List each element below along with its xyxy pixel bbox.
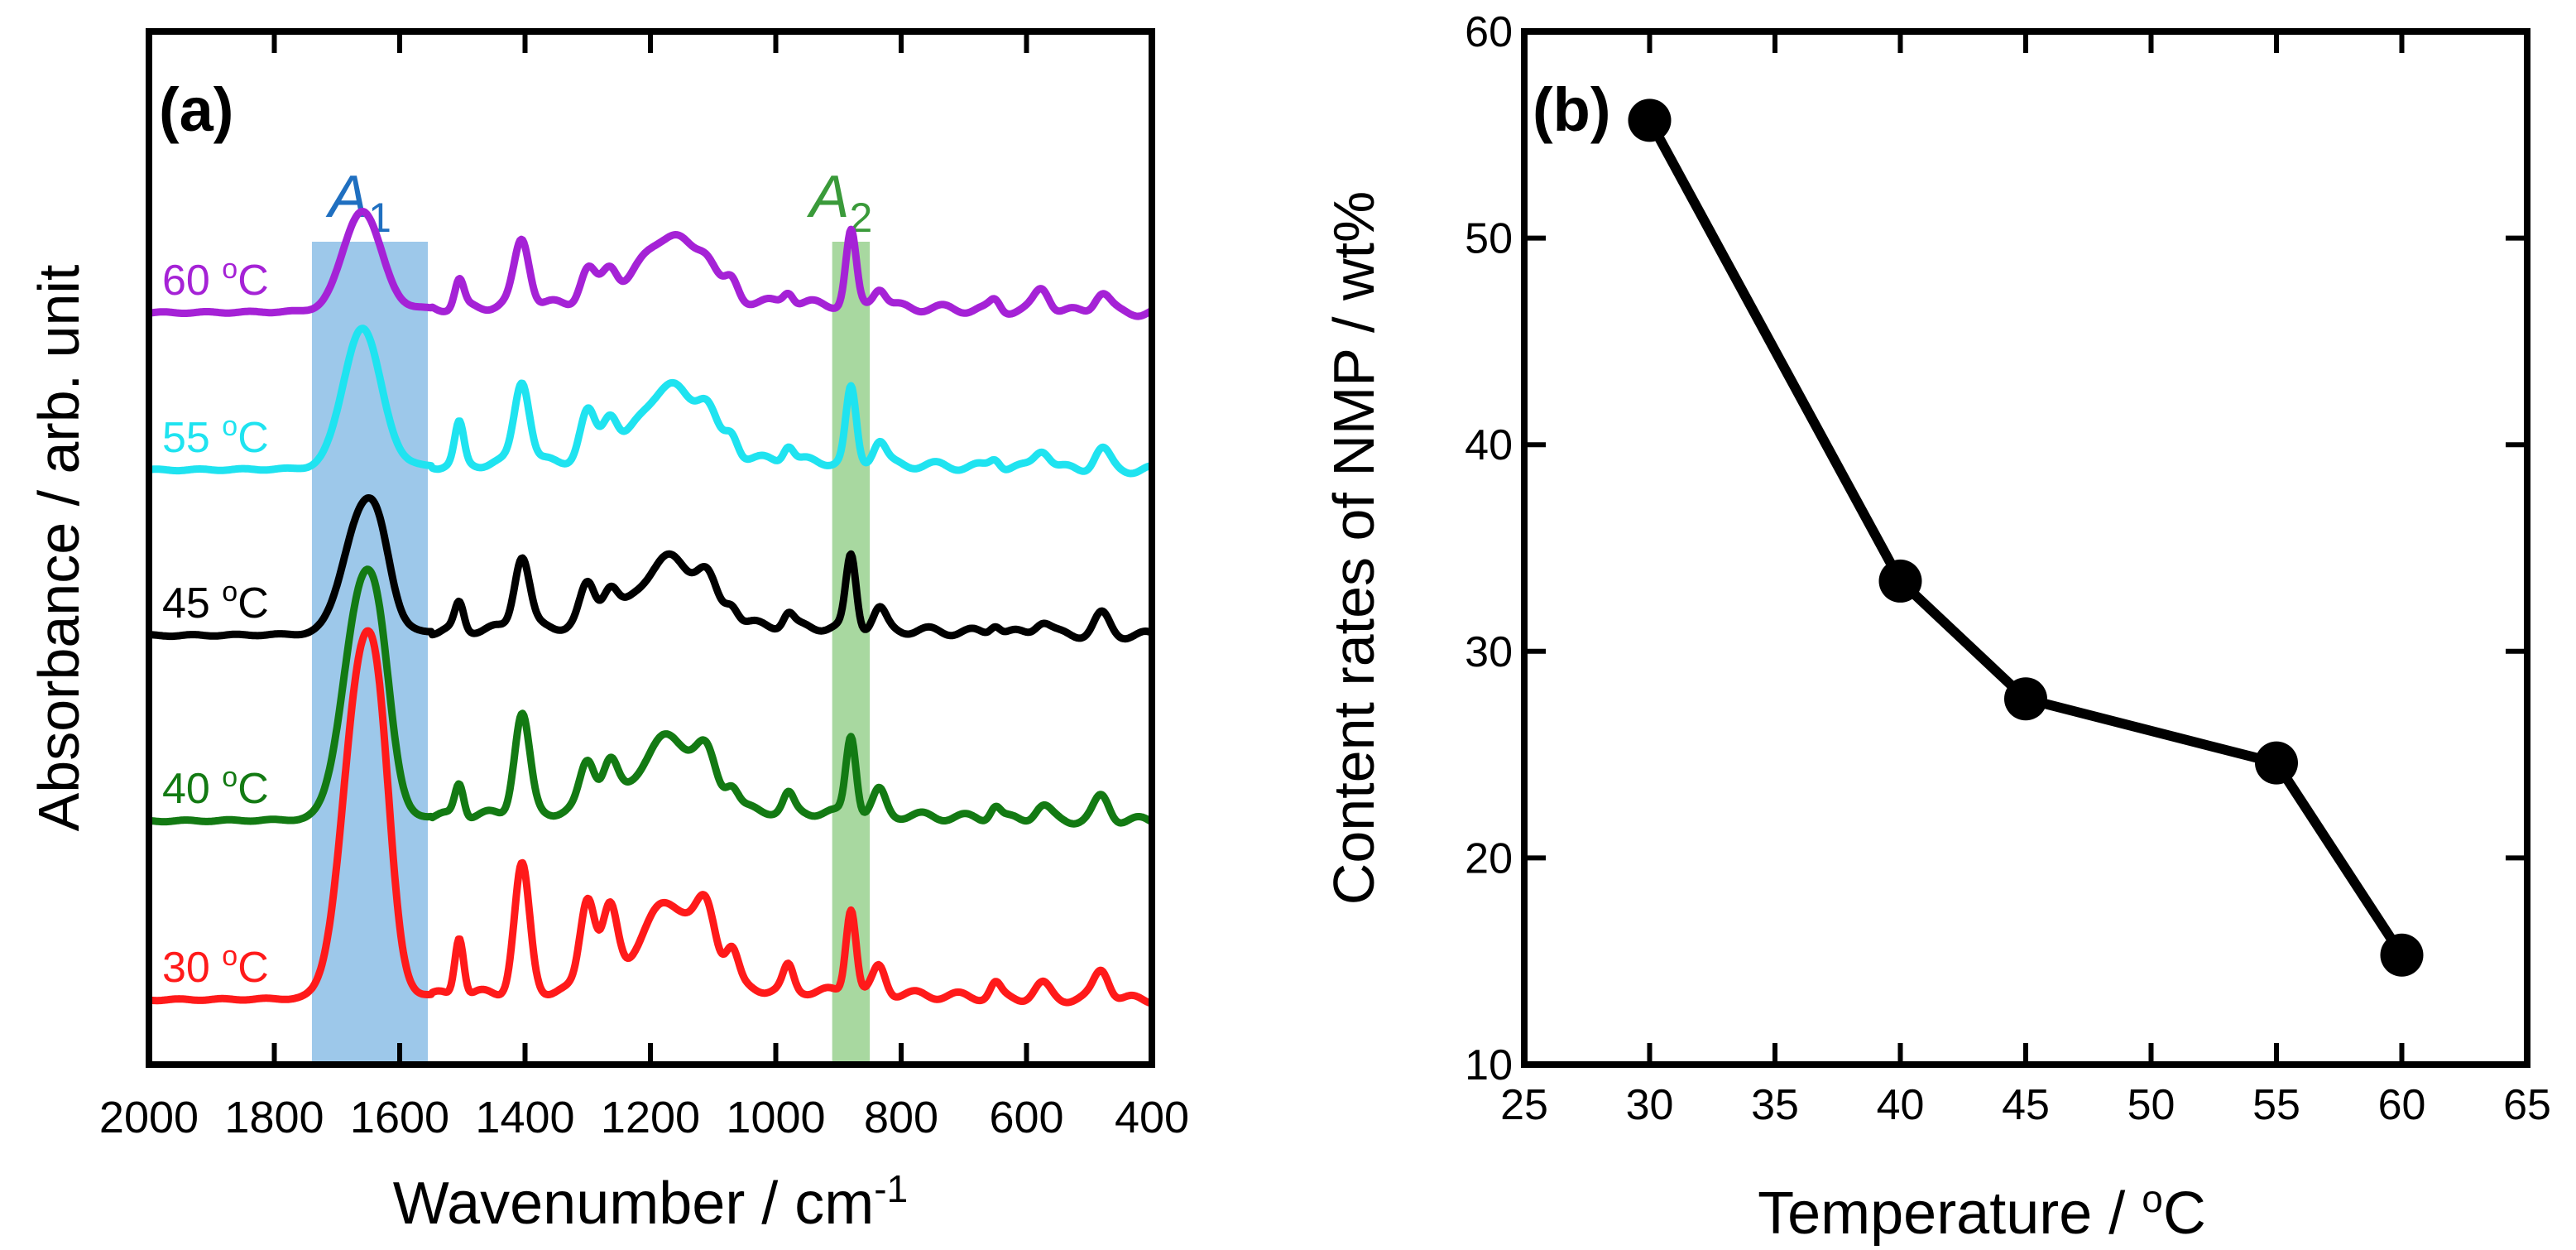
content-series-line (1645, 118, 2406, 958)
x-tick-label: 1600 (350, 1093, 449, 1142)
x-tick-label: 1200 (601, 1093, 700, 1142)
band-a2 (832, 242, 871, 1065)
series-label-30C: 30 oC (162, 940, 269, 992)
panel-b-xlabel-text: Temperature / (1758, 1180, 2142, 1247)
x-tick-label: 30 (1626, 1081, 1674, 1129)
series-label-55C: 55 oC (162, 411, 269, 462)
spectrum-55C (146, 325, 1154, 478)
y-tick-label: 40 (1465, 421, 1513, 469)
band-label-a2: A2 (806, 164, 872, 241)
axis-ticks (1524, 31, 2527, 1065)
panel-a-xlabel-sup: -1 (874, 1167, 908, 1210)
x-tick-label: 400 (1115, 1093, 1189, 1142)
series-label-40C: 40 oC (162, 762, 269, 813)
x-tick-label: 1400 (475, 1093, 574, 1142)
y-tick-label: 10 (1465, 1041, 1513, 1089)
x-tick-label: 1800 (224, 1093, 324, 1142)
x-tick-label: 800 (864, 1093, 938, 1142)
x-tick-label: 60 (2378, 1081, 2426, 1129)
panel-b-ylabel: Content rates of NMP / wt% (1322, 191, 1386, 905)
band-label-a1: A1 (325, 164, 391, 241)
x-tick-label: 40 (1877, 1081, 1925, 1129)
data-point-45 (2004, 677, 2047, 721)
x-axis-tick-labels: 2000 1800 1600 1400 1200 1000 800 600 400 (99, 1093, 1189, 1142)
x-tick-label: 2000 (99, 1093, 199, 1142)
absorption-bands (311, 242, 871, 1065)
data-point-55 (2255, 741, 2298, 785)
y-tick-label: 50 (1465, 215, 1513, 263)
panel-a-xlabel-text: Wavenumber / cm (393, 1171, 874, 1237)
panel-b-xlabel-sup: o (2142, 1177, 2163, 1220)
data-point-40 (1878, 559, 1922, 603)
panel-a-ylabel: Absorbance / arb. unit (26, 265, 91, 832)
spectrum-40C (146, 565, 1154, 828)
panel-b-label: (b) (1533, 75, 1611, 144)
spectrum-30C (146, 627, 1154, 1007)
x-tick-label: 25 (1500, 1081, 1548, 1129)
x-tick-label: 45 (2002, 1081, 2050, 1129)
x-tick-label: 65 (2503, 1081, 2551, 1129)
content-line (1645, 118, 2406, 958)
x-tick-label: 1000 (726, 1093, 825, 1142)
data-point-30 (1628, 99, 1672, 142)
y-tick-label: 30 (1465, 628, 1513, 676)
panel-a-spectra: A1 A2 30 oC 40 oC 45 oC 55 oC 60 oC 2000 1800 1… (26, 28, 1189, 1237)
x-axis-ticks (271, 31, 1029, 1065)
data-point-60 (2380, 933, 2424, 977)
spectrum-60C (146, 208, 1154, 320)
series-label-60C: 60 oC (162, 253, 269, 305)
spectrum-45C (146, 494, 1154, 643)
x-tick-label: 35 (1751, 1081, 1799, 1129)
x-tick-label: 55 (2252, 1081, 2300, 1129)
x-tick-label: 50 (2127, 1081, 2175, 1129)
panel-b-content: 25 30 35 40 45 50 55 60 65 10 20 30 40 50 60 (b) Temp… (1322, 8, 2551, 1247)
panel-a-xlabel: Wavenumber / cm-1 (393, 1167, 908, 1237)
content-series-points (1628, 99, 2424, 977)
series-label-45C: 45 oC (162, 576, 269, 627)
y-axis-tick-labels: 10 20 30 40 50 60 (1465, 8, 1513, 1089)
band-labels: A1 A2 (325, 164, 872, 241)
y-tick-label: 20 (1465, 834, 1513, 882)
series-labels: 30 oC 40 oC 45 oC 55 oC 60 oC (162, 253, 269, 992)
x-tick-label: 600 (989, 1093, 1063, 1142)
x-axis-tick-labels: 25 30 35 40 45 50 55 60 65 (1500, 1081, 2551, 1129)
y-tick-label: 60 (1465, 8, 1513, 56)
panel-b-xlabel: Temperature / oC (1758, 1177, 2206, 1247)
panel-b-xlabel-tail: C (2163, 1180, 2206, 1247)
spectra-series (146, 208, 1154, 1007)
panel-a-label: (a) (159, 75, 233, 144)
